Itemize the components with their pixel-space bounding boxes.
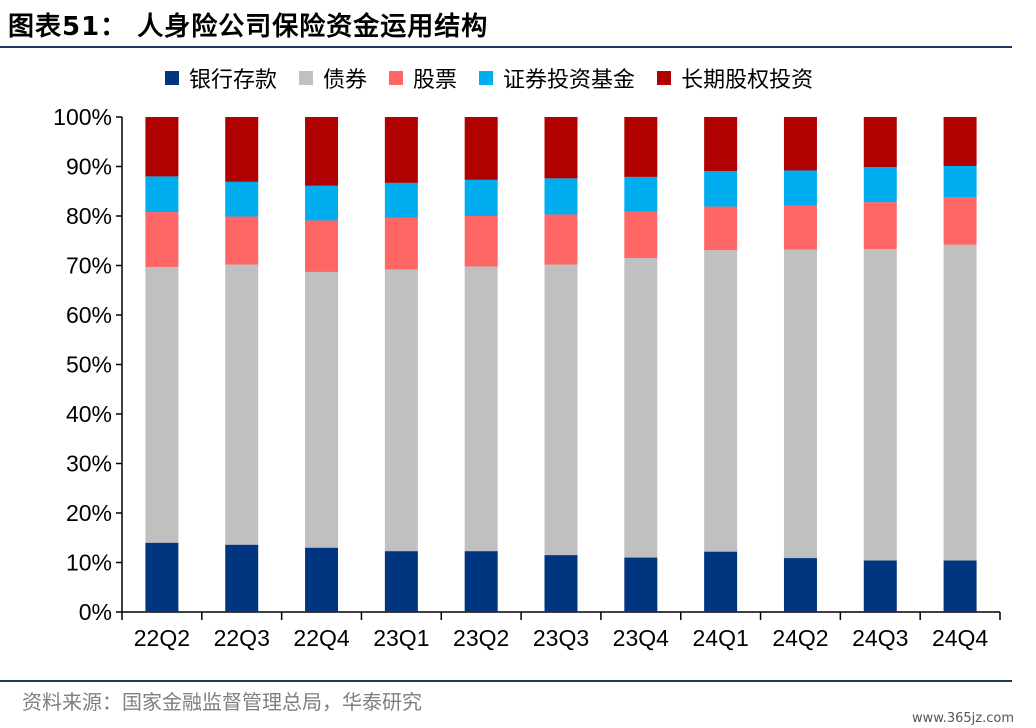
bar-segment bbox=[624, 117, 658, 177]
legend-swatch bbox=[657, 71, 672, 85]
bar-segment bbox=[544, 264, 578, 556]
bar-segment bbox=[145, 212, 179, 267]
legend-label: 证券投资基金 bbox=[503, 68, 636, 93]
bar-segment bbox=[225, 117, 259, 182]
bar-segment bbox=[704, 551, 738, 612]
bar-segment bbox=[225, 181, 259, 217]
y-tick-label: 90% bbox=[66, 154, 112, 180]
bar-segment bbox=[943, 244, 977, 561]
bar-segment bbox=[305, 271, 339, 548]
watermark: www.365jz.com bbox=[912, 711, 1014, 726]
bar-segment bbox=[704, 206, 738, 251]
bar-segment bbox=[783, 249, 817, 559]
bar-segment bbox=[544, 117, 578, 179]
bar-segment bbox=[544, 214, 578, 265]
bar-segment bbox=[305, 117, 339, 186]
legend-item: 银行存款 bbox=[165, 62, 277, 94]
x-tick-label: 24Q1 bbox=[693, 625, 749, 651]
bar-segment bbox=[544, 555, 578, 612]
x-tick-label: 22Q2 bbox=[134, 625, 190, 651]
bar-segment bbox=[145, 117, 179, 177]
bar-segment bbox=[943, 166, 977, 198]
y-tick-label: 30% bbox=[66, 451, 112, 477]
x-tick-label: 22Q4 bbox=[293, 625, 349, 651]
x-tick-label: 23Q1 bbox=[373, 625, 429, 651]
bar-segment bbox=[704, 170, 738, 207]
legend-item: 债券 bbox=[299, 62, 367, 94]
legend-swatch bbox=[479, 71, 494, 85]
bar-segment bbox=[464, 266, 498, 552]
bar-segment bbox=[783, 117, 817, 171]
x-tick-label: 23Q3 bbox=[533, 625, 589, 651]
bar-segment bbox=[464, 551, 498, 612]
bar-segment bbox=[704, 250, 738, 552]
bar-segment bbox=[305, 220, 339, 272]
bar-segment bbox=[783, 170, 817, 206]
bar-segment bbox=[783, 558, 817, 612]
bar-segment bbox=[863, 560, 897, 612]
bar-segment bbox=[863, 202, 897, 250]
legend-item: 股票 bbox=[389, 62, 457, 94]
legend-swatch bbox=[299, 71, 314, 85]
x-tick-label: 23Q4 bbox=[613, 625, 669, 651]
x-tick-label: 23Q2 bbox=[453, 625, 509, 651]
bar-segment bbox=[544, 178, 578, 215]
bar-segment bbox=[145, 542, 179, 612]
bar-segment bbox=[384, 551, 418, 612]
x-tick-label: 24Q4 bbox=[932, 625, 988, 651]
bar-segment bbox=[225, 544, 259, 612]
bar-segment bbox=[624, 211, 658, 259]
legend-label: 债券 bbox=[323, 68, 368, 93]
bar-segment bbox=[145, 266, 179, 543]
legend-swatch bbox=[165, 71, 179, 85]
bar-segment bbox=[624, 557, 658, 612]
y-tick-label: 40% bbox=[66, 401, 112, 427]
x-tick-label: 24Q3 bbox=[852, 625, 908, 651]
bar-segment bbox=[863, 249, 897, 561]
bar-segment bbox=[943, 560, 977, 612]
bar-segment bbox=[384, 182, 418, 218]
legend-item: 长期股权投资 bbox=[657, 62, 813, 94]
bar-segment bbox=[145, 176, 179, 213]
bar-segment bbox=[225, 216, 259, 265]
y-tick-label: 60% bbox=[66, 302, 112, 328]
bar-segment bbox=[464, 216, 498, 267]
bar-segment bbox=[305, 185, 339, 221]
x-tick-label: 22Q3 bbox=[214, 625, 270, 651]
bar-segment bbox=[305, 547, 339, 612]
legend-label: 银行存款 bbox=[189, 68, 278, 93]
y-tick-label: 100% bbox=[53, 104, 112, 130]
bar-segment bbox=[863, 117, 897, 167]
y-tick-label: 10% bbox=[66, 550, 112, 576]
legend-label: 长期股权投资 bbox=[681, 68, 814, 93]
bar-segment bbox=[384, 269, 418, 552]
bar-segment bbox=[624, 176, 658, 212]
bar-segment bbox=[464, 117, 498, 180]
bar-segment bbox=[384, 217, 418, 270]
bar-segment bbox=[943, 117, 977, 167]
title-divider bbox=[0, 46, 1012, 48]
bar-segment bbox=[384, 117, 418, 183]
y-tick-label: 80% bbox=[66, 203, 112, 229]
y-tick-label: 20% bbox=[66, 500, 112, 526]
y-tick-label: 50% bbox=[66, 352, 112, 378]
bar-segment bbox=[225, 264, 259, 545]
footer-divider bbox=[0, 680, 1012, 682]
source-note: 资料来源：国家金融监督管理总局，华泰研究 bbox=[22, 690, 422, 714]
stacked-bar-chart: 0% 10% 20% 30% 40% 50% 60% 70% 80% 90% 100% 22Q2 22Q… bbox=[53, 104, 1001, 651]
chart-title: 图表51： 人身险公司保险资金运用结构 bbox=[8, 12, 489, 42]
x-tick-label: 24Q2 bbox=[772, 625, 828, 651]
bar-segment bbox=[783, 205, 817, 250]
bar-segment bbox=[624, 258, 658, 558]
bar-segment bbox=[704, 117, 738, 171]
bar-segment bbox=[863, 166, 897, 203]
legend-label: 股票 bbox=[413, 68, 458, 93]
legend-item: 证券投资基金 bbox=[479, 62, 635, 94]
bar-segment bbox=[943, 197, 977, 245]
y-tick-label: 0% bbox=[79, 599, 112, 625]
bar-segment bbox=[464, 179, 498, 216]
y-tick-label: 70% bbox=[66, 253, 112, 279]
chart-legend: 银行存款 债券 股票 证券投资基金 长期股权投资 bbox=[165, 62, 835, 94]
legend-swatch bbox=[389, 71, 404, 85]
